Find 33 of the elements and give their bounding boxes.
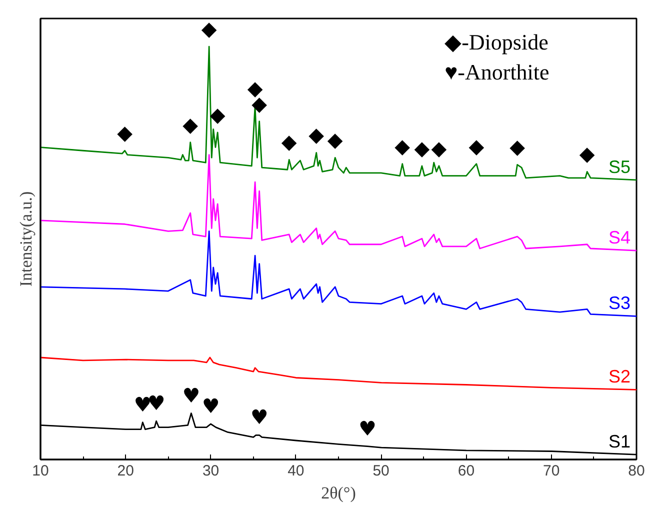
- annotation: ♥: [250, 405, 268, 430]
- x-tick-label: 20: [117, 462, 134, 480]
- annotation: ◆: [468, 134, 485, 158]
- x-axis-title: 2θ(°): [321, 484, 356, 502]
- annotation: ◆: [327, 128, 344, 152]
- annotation: ◆: [431, 136, 448, 160]
- series-label: S2: [608, 366, 631, 387]
- series-label: S1: [608, 432, 631, 452]
- series-label: S4: [608, 228, 631, 248]
- series-label: S5: [608, 156, 631, 177]
- annotation: ◆: [182, 112, 199, 136]
- y-axis-title: Intensity(a.u.): [16, 191, 36, 287]
- annotation: ♥: [358, 416, 376, 440]
- x-tick-label: 50: [372, 462, 390, 480]
- x-tick-label: 80: [628, 462, 645, 480]
- annotation: ◆: [414, 136, 430, 160]
- x-tick-label: 10: [32, 462, 49, 480]
- x-tick-label: 60: [458, 462, 475, 480]
- x-tick-label: 30: [202, 462, 220, 480]
- annotation: ♥: [182, 383, 200, 408]
- x-tick-label: 70: [543, 462, 560, 480]
- annotation: ◆: [510, 134, 526, 159]
- annotation: ◆: [308, 122, 325, 147]
- annotation: ◆: [394, 134, 411, 158]
- annotation: ♥-Anorthite: [444, 59, 550, 84]
- series-label: S3: [608, 293, 631, 314]
- annotation: ◆: [117, 120, 134, 145]
- annotation: ◆-Diopside: [444, 29, 548, 54]
- annotation: ♥: [202, 394, 220, 418]
- annotation: ◆: [201, 16, 218, 41]
- annotation: ◆: [281, 130, 298, 154]
- x-tick-label: 40: [288, 462, 304, 480]
- annotation: ◆: [579, 142, 596, 166]
